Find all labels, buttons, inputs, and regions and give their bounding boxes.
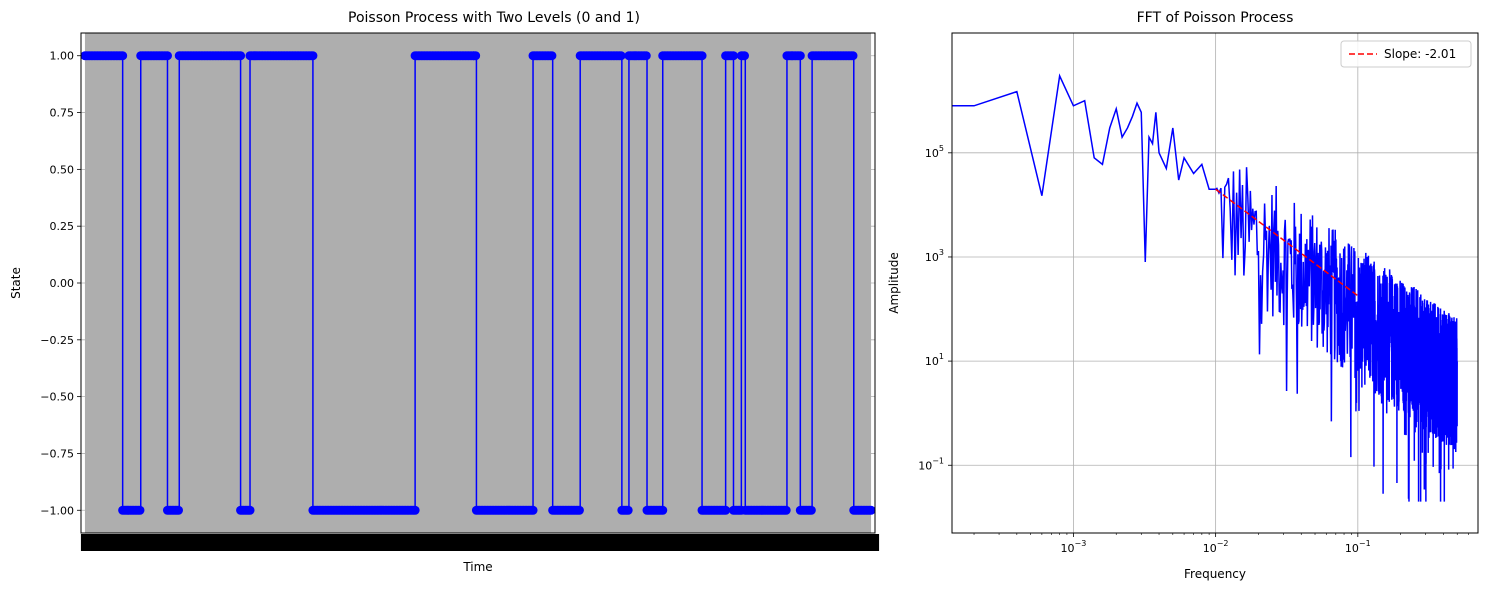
left-series-marker bbox=[162, 51, 172, 61]
left-series-marker bbox=[135, 505, 145, 515]
left-series-marker bbox=[528, 505, 538, 515]
left-series-marker bbox=[866, 505, 876, 515]
left-series-marker bbox=[641, 51, 651, 61]
right-legend: Slope: -2.01 bbox=[1340, 40, 1472, 68]
right-grid bbox=[952, 33, 1478, 533]
left-series-marker bbox=[616, 51, 626, 61]
left-series-marker bbox=[245, 505, 255, 515]
left-series-marker bbox=[173, 505, 183, 515]
left-ytick-label: −0.75 bbox=[40, 447, 74, 460]
left-series-marker bbox=[781, 505, 791, 515]
right-yticks: 10−1 101 103 105 bbox=[918, 144, 952, 472]
left-yticks: −1.00 −0.75 −0.50 −0.25 0.00 0.25 0.50 0.75 1.00 bbox=[40, 50, 81, 517]
legend-box bbox=[1340, 40, 1472, 68]
right-xtick-label: 10−3 bbox=[1061, 539, 1087, 555]
right-ytick-label: 10−1 bbox=[918, 456, 944, 472]
left-series-marker bbox=[658, 505, 668, 515]
left-ytick-label: −0.25 bbox=[40, 334, 74, 347]
right-fft-line bbox=[952, 73, 1458, 502]
right-series bbox=[952, 73, 1458, 502]
left-ytick-label: 0.75 bbox=[50, 107, 75, 120]
right-ylabel: Amplitude bbox=[887, 252, 901, 314]
left-series-marker bbox=[728, 51, 738, 61]
left-ytick-label: −0.50 bbox=[40, 391, 74, 404]
left-series-marker bbox=[848, 51, 858, 61]
left-series-marker bbox=[697, 51, 707, 61]
right-ytick-label: 103 bbox=[925, 248, 944, 264]
left-xticks bbox=[80, 534, 880, 551]
left-plot: Poisson Process with Two Levels (0 and 1… bbox=[9, 10, 880, 574]
left-series-marker bbox=[623, 505, 633, 515]
right-plot-title: FFT of Poisson Process bbox=[1137, 10, 1294, 26]
left-series bbox=[80, 51, 876, 515]
left-ytick-label: 0.25 bbox=[50, 220, 75, 233]
right-ytick-label: 105 bbox=[925, 144, 944, 160]
right-xlabel: Frequency bbox=[1184, 567, 1246, 581]
left-series-marker bbox=[806, 505, 816, 515]
left-xlabel: Time bbox=[462, 560, 492, 574]
left-ytick-label: 1.00 bbox=[50, 50, 75, 63]
right-axes-frame bbox=[951, 32, 1479, 534]
left-series-marker bbox=[547, 51, 557, 61]
legend-label: Slope: -2.01 bbox=[1384, 47, 1456, 61]
left-ylabel: State bbox=[9, 267, 23, 299]
right-ytick-label: 101 bbox=[925, 352, 944, 368]
left-ytick-label: 0.50 bbox=[50, 163, 75, 176]
right-xtick-label: 10−1 bbox=[1345, 539, 1371, 555]
left-ytick-label: 0.00 bbox=[50, 277, 75, 290]
left-series-marker bbox=[308, 51, 318, 61]
right-xtick-label: 10−2 bbox=[1203, 539, 1229, 555]
left-background-band bbox=[84, 33, 872, 533]
left-series-marker bbox=[574, 505, 584, 515]
left-xtick-labels-overlap bbox=[80, 534, 880, 551]
right-slope-line bbox=[1215, 188, 1359, 297]
left-series-marker bbox=[740, 51, 750, 61]
right-xticks: 10−3 10−2 10−1 bbox=[973, 533, 1469, 555]
left-series-marker bbox=[118, 51, 128, 61]
left-series-marker bbox=[795, 51, 805, 61]
left-ytick-label: −1.00 bbox=[40, 504, 74, 517]
left-series-marker bbox=[471, 51, 481, 61]
left-series-marker bbox=[410, 505, 420, 515]
left-series-marker bbox=[236, 51, 246, 61]
left-plot-title: Poisson Process with Two Levels (0 and 1… bbox=[348, 10, 640, 26]
left-series-marker bbox=[721, 505, 731, 515]
right-plot: FFT of Poisson Process 10−1 101 103 105 10−… bbox=[887, 10, 1479, 581]
